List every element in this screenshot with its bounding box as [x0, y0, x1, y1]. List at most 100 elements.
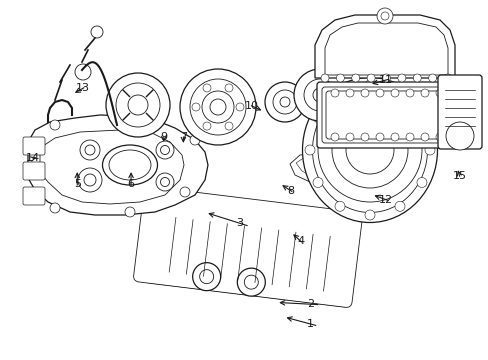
- Polygon shape: [40, 130, 183, 204]
- Polygon shape: [289, 150, 374, 182]
- Circle shape: [445, 122, 473, 150]
- Ellipse shape: [312, 87, 427, 212]
- Text: 2: 2: [306, 299, 313, 309]
- Circle shape: [405, 133, 413, 141]
- Circle shape: [125, 117, 135, 127]
- Circle shape: [330, 89, 338, 97]
- Circle shape: [337, 156, 351, 170]
- Circle shape: [116, 83, 160, 127]
- Circle shape: [237, 268, 265, 296]
- Circle shape: [106, 73, 170, 137]
- Text: 10: 10: [245, 101, 259, 111]
- Circle shape: [351, 74, 359, 82]
- FancyBboxPatch shape: [321, 87, 452, 143]
- Circle shape: [224, 122, 232, 130]
- Circle shape: [416, 177, 426, 188]
- Circle shape: [50, 120, 60, 130]
- Circle shape: [78, 168, 102, 192]
- Circle shape: [156, 141, 174, 159]
- Polygon shape: [295, 153, 367, 177]
- FancyBboxPatch shape: [23, 137, 45, 155]
- Text: 13: 13: [76, 83, 90, 93]
- Circle shape: [312, 112, 323, 122]
- Circle shape: [382, 74, 390, 82]
- Circle shape: [375, 133, 383, 141]
- Circle shape: [293, 69, 346, 121]
- Circle shape: [156, 173, 174, 191]
- Text: 15: 15: [452, 171, 466, 181]
- Circle shape: [244, 275, 258, 289]
- Polygon shape: [325, 23, 447, 75]
- FancyBboxPatch shape: [316, 82, 457, 148]
- Circle shape: [307, 159, 321, 173]
- Circle shape: [203, 84, 210, 92]
- Ellipse shape: [109, 150, 151, 180]
- Circle shape: [428, 74, 436, 82]
- Circle shape: [192, 263, 220, 291]
- FancyBboxPatch shape: [133, 186, 362, 307]
- Circle shape: [202, 91, 234, 123]
- Text: 7: 7: [180, 132, 186, 142]
- Circle shape: [366, 74, 374, 82]
- Circle shape: [390, 133, 398, 141]
- Circle shape: [80, 140, 100, 160]
- Circle shape: [390, 89, 398, 97]
- Circle shape: [190, 79, 245, 135]
- Circle shape: [331, 112, 407, 188]
- Circle shape: [236, 103, 244, 111]
- Circle shape: [405, 89, 413, 97]
- FancyBboxPatch shape: [325, 91, 448, 139]
- Text: 5: 5: [74, 179, 81, 189]
- Circle shape: [209, 99, 225, 115]
- Circle shape: [341, 160, 347, 166]
- Circle shape: [190, 135, 200, 145]
- Circle shape: [304, 79, 335, 111]
- Circle shape: [50, 203, 60, 213]
- Text: 6: 6: [127, 179, 134, 189]
- Text: 8: 8: [287, 186, 294, 196]
- Text: 14: 14: [26, 153, 40, 163]
- Circle shape: [420, 89, 428, 97]
- Circle shape: [199, 270, 213, 284]
- Circle shape: [224, 84, 232, 92]
- Circle shape: [376, 8, 392, 24]
- Circle shape: [364, 80, 374, 90]
- Circle shape: [336, 74, 344, 82]
- Circle shape: [317, 98, 421, 202]
- Circle shape: [334, 89, 345, 99]
- Circle shape: [203, 122, 210, 130]
- Circle shape: [84, 174, 96, 186]
- Circle shape: [443, 74, 451, 82]
- Ellipse shape: [102, 145, 157, 185]
- Circle shape: [305, 145, 314, 155]
- Text: 4: 4: [297, 236, 304, 246]
- Circle shape: [334, 201, 345, 211]
- Circle shape: [128, 95, 148, 115]
- Circle shape: [435, 133, 443, 141]
- Circle shape: [312, 88, 326, 102]
- Circle shape: [420, 133, 428, 141]
- Circle shape: [192, 103, 200, 111]
- Circle shape: [272, 90, 296, 114]
- Text: 1: 1: [306, 319, 313, 329]
- Circle shape: [435, 89, 443, 97]
- Circle shape: [311, 163, 317, 169]
- Ellipse shape: [302, 77, 437, 222]
- Text: 12: 12: [379, 195, 392, 205]
- Circle shape: [360, 133, 368, 141]
- Circle shape: [320, 74, 328, 82]
- Polygon shape: [314, 15, 454, 78]
- Circle shape: [380, 12, 388, 20]
- Circle shape: [346, 126, 393, 174]
- Circle shape: [264, 82, 305, 122]
- Circle shape: [375, 89, 383, 97]
- Circle shape: [364, 210, 374, 220]
- Circle shape: [160, 145, 169, 154]
- FancyBboxPatch shape: [23, 187, 45, 205]
- Circle shape: [91, 26, 103, 38]
- FancyBboxPatch shape: [23, 162, 45, 180]
- Polygon shape: [28, 115, 207, 215]
- Circle shape: [180, 69, 256, 145]
- Circle shape: [160, 177, 169, 186]
- Text: 9: 9: [160, 132, 167, 142]
